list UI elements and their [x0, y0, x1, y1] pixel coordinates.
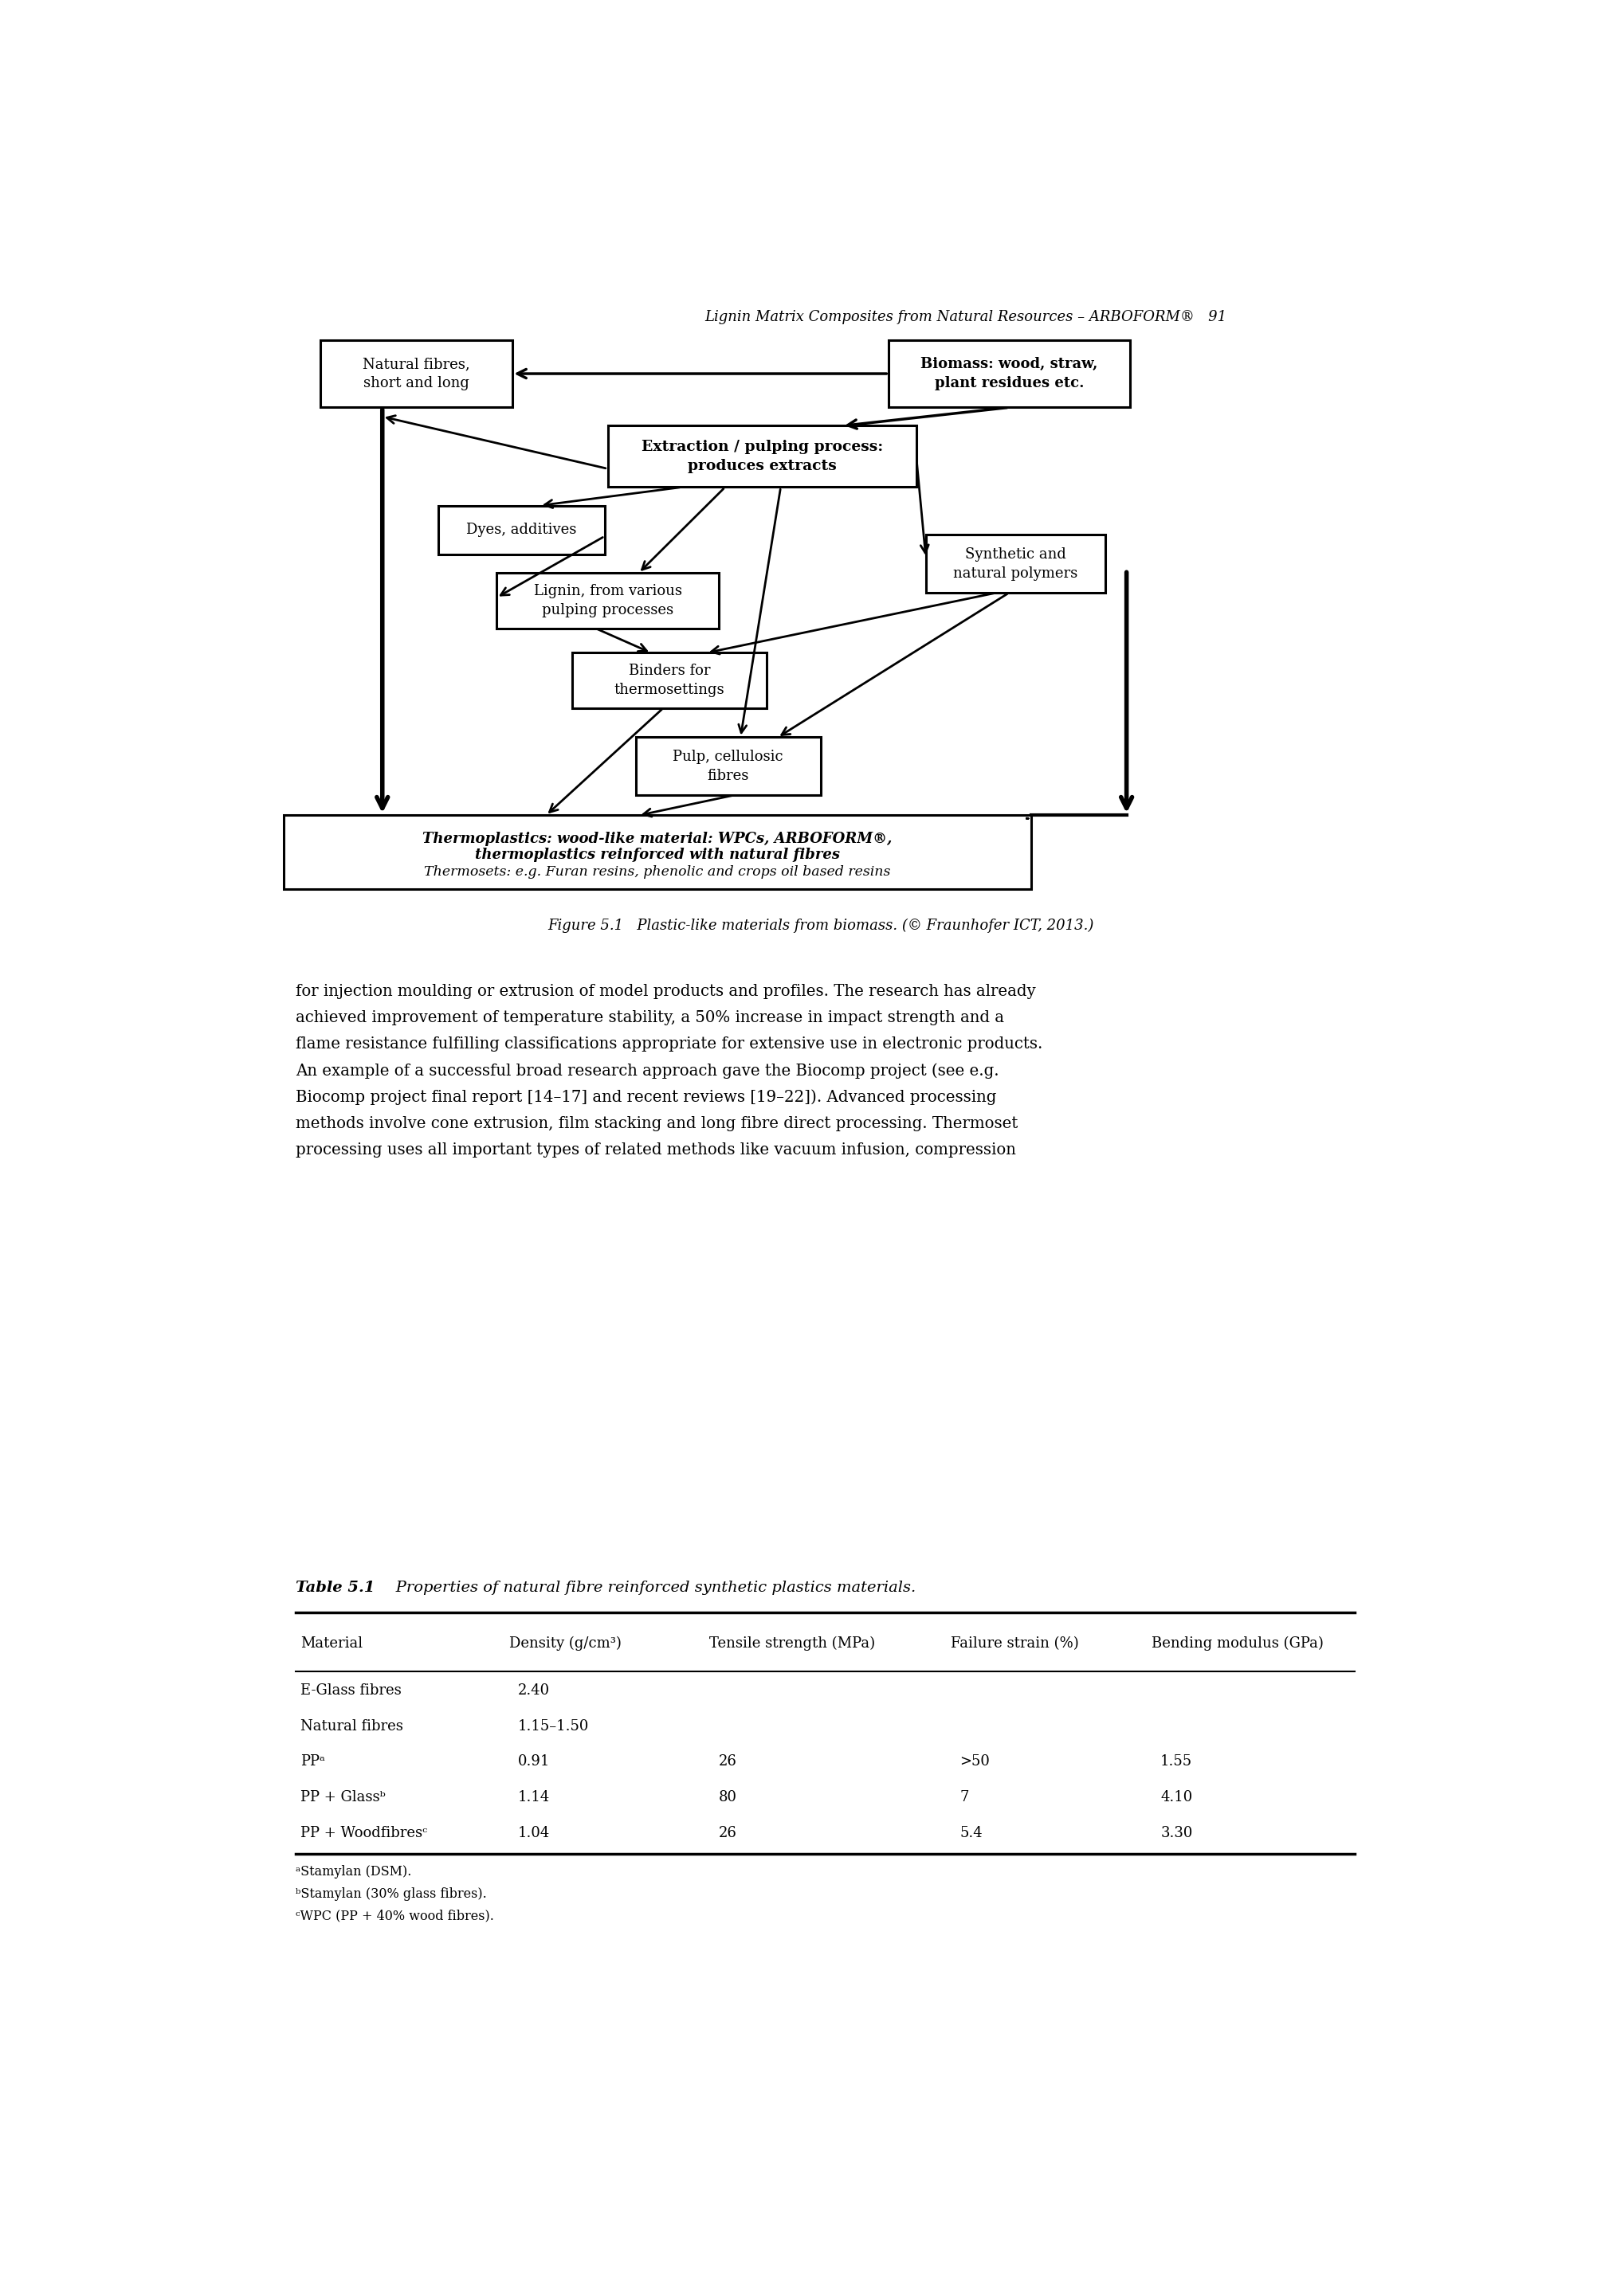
FancyBboxPatch shape — [889, 340, 1130, 406]
Text: 26: 26 — [719, 1754, 736, 1768]
FancyBboxPatch shape — [496, 574, 719, 629]
Text: Tensile strength (MPa): Tensile strength (MPa) — [709, 1637, 876, 1651]
Text: PP + Glassᵇ: PP + Glassᵇ — [301, 1791, 386, 1805]
Text: Material: Material — [301, 1637, 363, 1651]
FancyBboxPatch shape — [572, 652, 767, 707]
Text: Lignin, from various
pulping processes: Lignin, from various pulping processes — [533, 583, 682, 618]
Text: 80: 80 — [719, 1791, 736, 1805]
Text: Natural fibres,
short and long: Natural fibres, short and long — [363, 358, 471, 390]
Text: 3.30: 3.30 — [1161, 1825, 1193, 1839]
Text: 2.40: 2.40 — [519, 1683, 551, 1697]
Text: Table 5.1: Table 5.1 — [296, 1580, 375, 1596]
Text: processing uses all important types of related methods like vacuum infusion, com: processing uses all important types of r… — [296, 1143, 1017, 1157]
Text: Biocomp project final report [14–17] and recent reviews [19–22]). Advanced proce: Biocomp project final report [14–17] and… — [296, 1091, 997, 1104]
Text: ᵃStamylan (DSM).: ᵃStamylan (DSM). — [296, 1864, 411, 1878]
Text: Pulp, cellulosic
fibres: Pulp, cellulosic fibres — [672, 751, 783, 783]
Text: Biomass: wood, straw,
plant residues etc.: Biomass: wood, straw, plant residues etc… — [921, 358, 1098, 390]
Text: Natural fibres: Natural fibres — [301, 1720, 403, 1733]
Text: for injection moulding or extrusion of model products and profiles. The research: for injection moulding or extrusion of m… — [296, 985, 1036, 999]
Text: 7: 7 — [959, 1791, 969, 1805]
Text: PPᵃ: PPᵃ — [301, 1754, 325, 1768]
Text: thermoplastics reinforced with natural fibres: thermoplastics reinforced with natural f… — [474, 847, 839, 863]
Text: 1.14: 1.14 — [519, 1791, 551, 1805]
Text: E-Glass fibres: E-Glass fibres — [301, 1683, 402, 1697]
Text: flame resistance fulfilling classifications appropriate for extensive use in ele: flame resistance fulfilling classificati… — [296, 1038, 1042, 1052]
Text: Failure strain (%): Failure strain (%) — [951, 1637, 1079, 1651]
Text: Extraction / pulping process:
produces extracts: Extraction / pulping process: produces e… — [642, 441, 884, 473]
Text: Binders for
thermosettings: Binders for thermosettings — [615, 664, 725, 698]
Text: Bending modulus (GPa): Bending modulus (GPa) — [1151, 1637, 1324, 1651]
Text: Thermoplastics: wood-like material: WPCs, ARBOFORM®,: Thermoplastics: wood-like material: WPCs… — [423, 831, 892, 845]
Text: achieved improvement of temperature stability, a 50% increase in impact strength: achieved improvement of temperature stab… — [296, 1010, 1004, 1026]
Text: 1.55: 1.55 — [1161, 1754, 1193, 1768]
Text: Synthetic and
natural polymers: Synthetic and natural polymers — [953, 546, 1077, 581]
Text: 1.15–1.50: 1.15–1.50 — [519, 1720, 589, 1733]
Text: Lignin Matrix Composites from Natural Resources – ARBOFORM®   91: Lignin Matrix Composites from Natural Re… — [704, 310, 1226, 324]
FancyBboxPatch shape — [283, 815, 1031, 889]
FancyBboxPatch shape — [925, 535, 1105, 592]
Text: 1.04: 1.04 — [519, 1825, 551, 1839]
FancyBboxPatch shape — [608, 425, 916, 487]
FancyBboxPatch shape — [320, 340, 512, 406]
Text: PP + Woodfibresᶜ: PP + Woodfibresᶜ — [301, 1825, 427, 1839]
Text: 5.4: 5.4 — [959, 1825, 983, 1839]
Text: Dyes, additives: Dyes, additives — [466, 523, 576, 537]
Text: Properties of natural fibre reinforced synthetic plastics materials.: Properties of natural fibre reinforced s… — [381, 1580, 916, 1596]
FancyBboxPatch shape — [439, 505, 605, 556]
Text: 26: 26 — [719, 1825, 736, 1839]
Text: ᵇStamylan (30% glass fibres).: ᵇStamylan (30% glass fibres). — [296, 1887, 487, 1901]
Text: Figure 5.1   Plastic-like materials from biomass. (© Fraunhofer ICT, 2013.): Figure 5.1 Plastic-like materials from b… — [548, 918, 1093, 932]
Text: >50: >50 — [959, 1754, 989, 1768]
Text: An example of a successful broad research approach gave the Biocomp project (see: An example of a successful broad researc… — [296, 1063, 999, 1079]
Text: 0.91: 0.91 — [519, 1754, 551, 1768]
Text: methods involve cone extrusion, film stacking and long fibre direct processing. : methods involve cone extrusion, film sta… — [296, 1116, 1018, 1132]
FancyBboxPatch shape — [636, 737, 821, 794]
Text: Density (g/cm³): Density (g/cm³) — [509, 1637, 621, 1651]
Text: 4.10: 4.10 — [1161, 1791, 1193, 1805]
Text: ᶜWPC (PP + 40% wood fibres).: ᶜWPC (PP + 40% wood fibres). — [296, 1908, 495, 1922]
Text: Thermosets: e.g. Furan resins, phenolic and crops oil based resins: Thermosets: e.g. Furan resins, phenolic … — [424, 866, 890, 879]
